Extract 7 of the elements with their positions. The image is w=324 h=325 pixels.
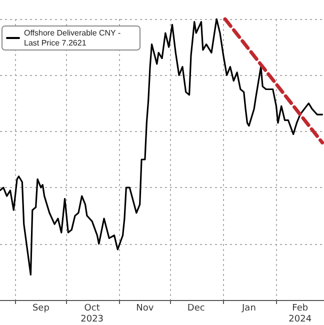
x-tick-label: Dec <box>187 304 205 314</box>
legend-label: Offshore Deliverable CNY - Last Price 7.2621 <box>24 28 123 48</box>
x-tick-label: Jan <box>241 304 256 314</box>
x-tick-label: Sep <box>32 304 50 314</box>
x-tick-label: Nov <box>136 304 154 314</box>
x-tick-label: Oct 2023 <box>80 304 104 324</box>
x-tick-label: Feb 2024 <box>288 304 312 324</box>
